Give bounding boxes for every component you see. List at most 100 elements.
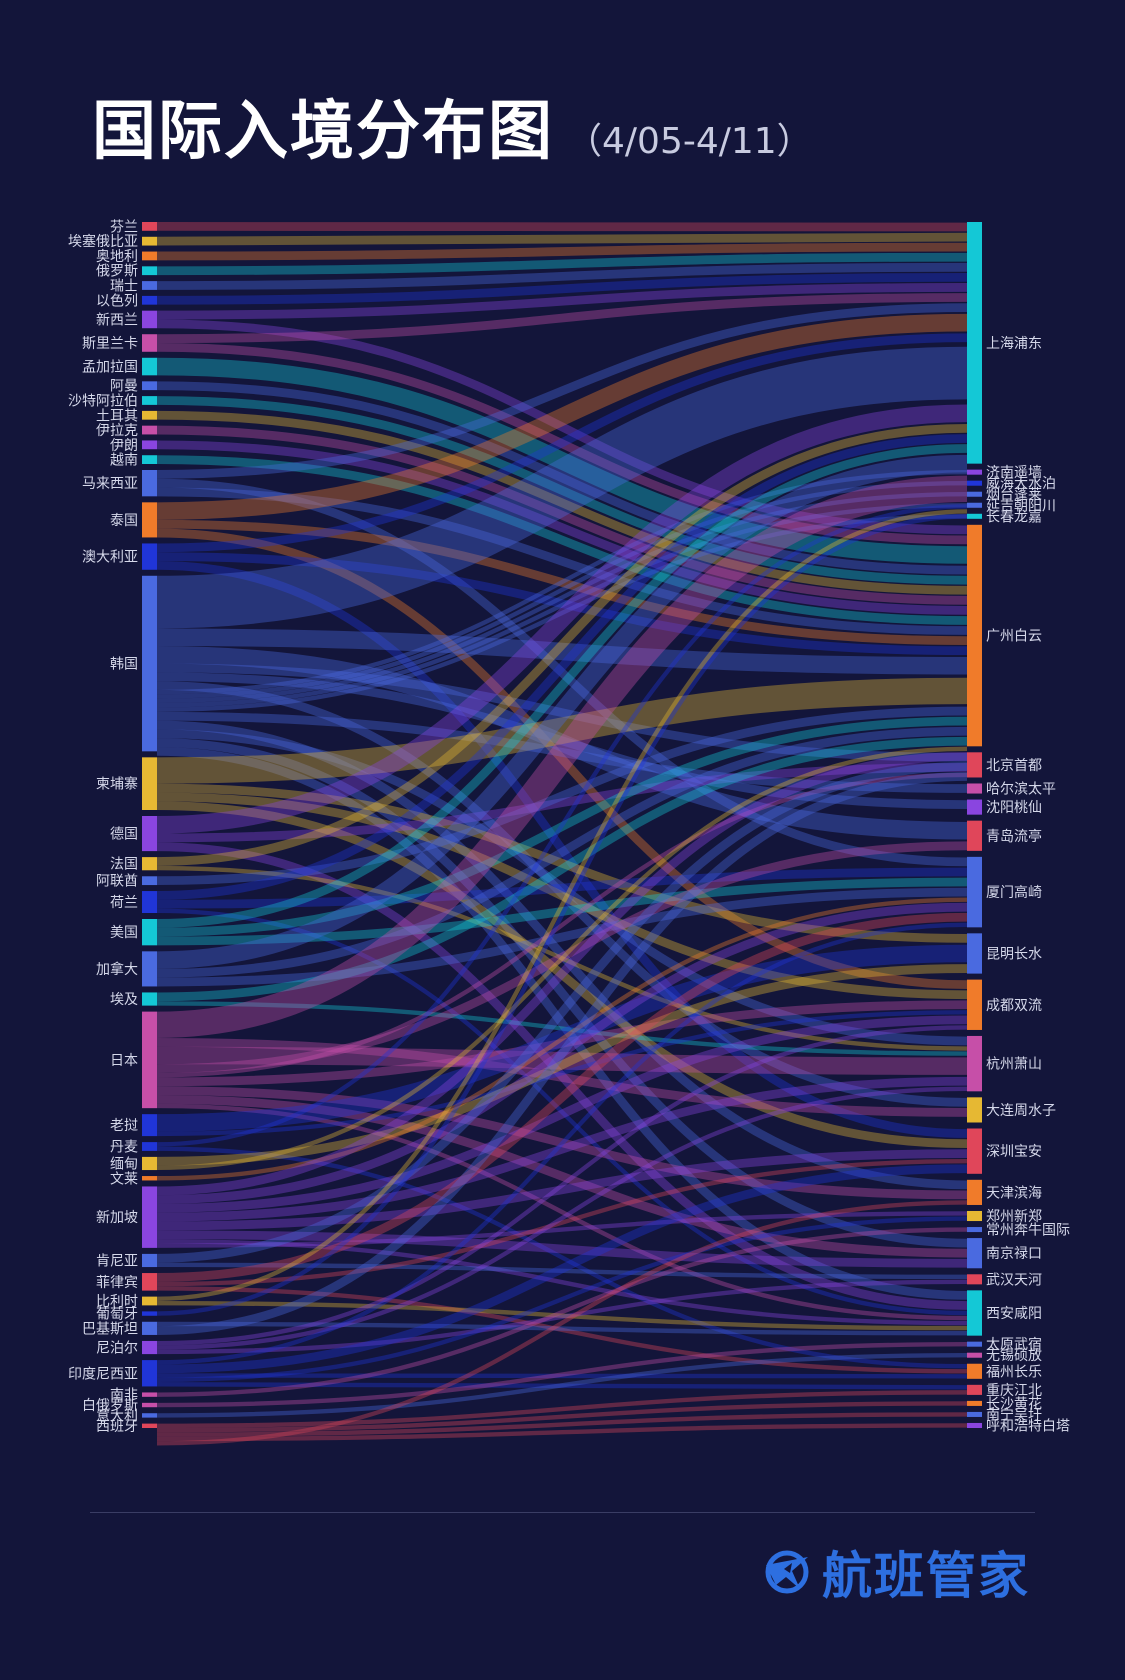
source-label: 菲律宾	[96, 1275, 138, 1291]
flow-link	[156, 561, 968, 1138]
target-node	[967, 783, 982, 794]
flow-link	[156, 1103, 968, 1321]
target-label: 常州奔牛国际	[986, 1223, 1070, 1239]
target-label: 延吉朝阳川	[986, 498, 1056, 514]
target-node	[967, 1210, 982, 1222]
flow-link	[156, 272, 968, 305]
source-node	[142, 857, 157, 871]
target-node	[967, 1400, 982, 1406]
source-node	[142, 1296, 157, 1306]
source-node	[142, 757, 157, 810]
source-label: 荷兰	[110, 895, 138, 911]
flow-link	[156, 902, 968, 1204]
flow-link	[156, 1401, 968, 1433]
flow-link	[156, 1211, 968, 1248]
flow-link	[156, 628, 968, 675]
source-label: 越南	[110, 453, 138, 469]
flow-link	[156, 646, 968, 840]
source-label: 尼泊尔	[96, 1341, 138, 1357]
flow-link	[156, 475, 968, 1038]
source-node	[142, 1413, 157, 1418]
flow-link	[156, 1216, 968, 1383]
flow-link	[156, 897, 968, 1181]
flow-link	[156, 1239, 968, 1326]
flow-link	[156, 762, 968, 1263]
target-label: 南宁吴圩	[986, 1406, 1042, 1423]
source-node	[142, 440, 157, 450]
target-node	[967, 1422, 982, 1428]
source-node	[142, 1114, 157, 1137]
flow-link	[156, 346, 968, 629]
source-node	[142, 1011, 157, 1109]
label-layer: 芬兰埃塞俄比亚奥地利俄罗斯瑞士以色列新西兰斯里兰卡孟加拉国阿曼沙特阿拉伯土耳其伊…	[68, 219, 1070, 1434]
source-label: 肯尼亚	[96, 1253, 138, 1269]
flow-link	[156, 1373, 968, 1379]
target-label: 武汉天河	[986, 1272, 1042, 1288]
target-label: 济南遥墙	[986, 465, 1042, 481]
target-label: 南京禄口	[986, 1246, 1042, 1262]
source-node	[142, 816, 157, 852]
flow-link	[156, 283, 968, 320]
flow-link	[156, 663, 968, 762]
flow-link	[156, 681, 968, 1107]
flow-link	[156, 232, 968, 246]
source-label: 土耳其	[96, 408, 138, 424]
source-label: 西班牙	[96, 1419, 138, 1435]
target-node	[967, 979, 982, 1030]
flow-link	[156, 746, 968, 1171]
source-label: 阿联酋	[96, 873, 138, 890]
flow-link	[156, 772, 968, 1078]
flow-link	[156, 1001, 968, 1056]
source-node	[142, 1311, 157, 1316]
flow-link	[156, 242, 968, 261]
flow-link	[156, 1341, 968, 1408]
source-label: 以色列	[96, 292, 138, 309]
target-node	[967, 1352, 982, 1358]
source-node	[142, 396, 157, 405]
flow-link	[156, 783, 968, 943]
source-label: 芬兰	[110, 219, 138, 235]
flow-link	[156, 252, 968, 276]
target-node	[967, 469, 982, 475]
target-label: 大连周水子	[986, 1103, 1056, 1119]
source-label: 比利时	[96, 1294, 138, 1310]
source-node	[142, 1176, 157, 1181]
flow-link	[156, 504, 968, 1147]
flow-link	[156, 672, 968, 809]
flow-link	[156, 343, 968, 545]
target-node	[967, 1290, 982, 1336]
flow-link	[156, 519, 968, 645]
flow-link	[156, 480, 968, 699]
source-label: 印度尼西亚	[68, 1366, 138, 1382]
source-node	[142, 295, 157, 305]
target-label: 深圳宝安	[986, 1144, 1042, 1160]
source-node	[142, 1340, 157, 1355]
brand-logo: 航班管家	[762, 1536, 1030, 1608]
flow-link	[156, 1076, 968, 1222]
source-label: 白俄罗斯	[82, 1398, 138, 1414]
flow-link	[156, 303, 968, 479]
flow-link	[156, 1227, 968, 1397]
source-node	[142, 1186, 157, 1248]
source-node	[142, 281, 157, 290]
target-node	[967, 1274, 982, 1285]
source-node	[142, 357, 157, 376]
target-node	[967, 491, 982, 497]
flow-link	[156, 922, 968, 1365]
source-label: 瑞士	[110, 279, 138, 295]
target-label: 太原武宿	[986, 1336, 1042, 1353]
page-subtitle: （4/05-4/11）	[566, 121, 813, 162]
source-label: 伊拉克	[96, 423, 138, 439]
target-label: 昆明长水	[986, 946, 1042, 962]
source-node	[142, 222, 157, 231]
flow-link	[156, 964, 968, 1166]
flow-link	[156, 444, 968, 928]
target-label: 上海浦东	[986, 336, 1042, 352]
flow-link	[156, 262, 968, 290]
flow-link	[156, 528, 968, 990]
flow-link	[156, 1046, 968, 1075]
source-node	[142, 1402, 157, 1408]
target-label: 烟台蓬莱	[986, 487, 1042, 503]
flow-link	[156, 487, 968, 635]
target-node	[967, 933, 982, 974]
